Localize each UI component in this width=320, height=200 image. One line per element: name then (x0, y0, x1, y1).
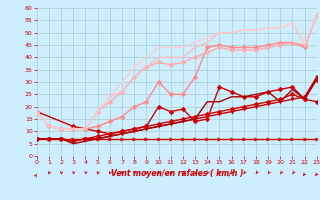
X-axis label: Vent moyen/en rafales ( km/h ): Vent moyen/en rafales ( km/h ) (110, 169, 243, 178)
